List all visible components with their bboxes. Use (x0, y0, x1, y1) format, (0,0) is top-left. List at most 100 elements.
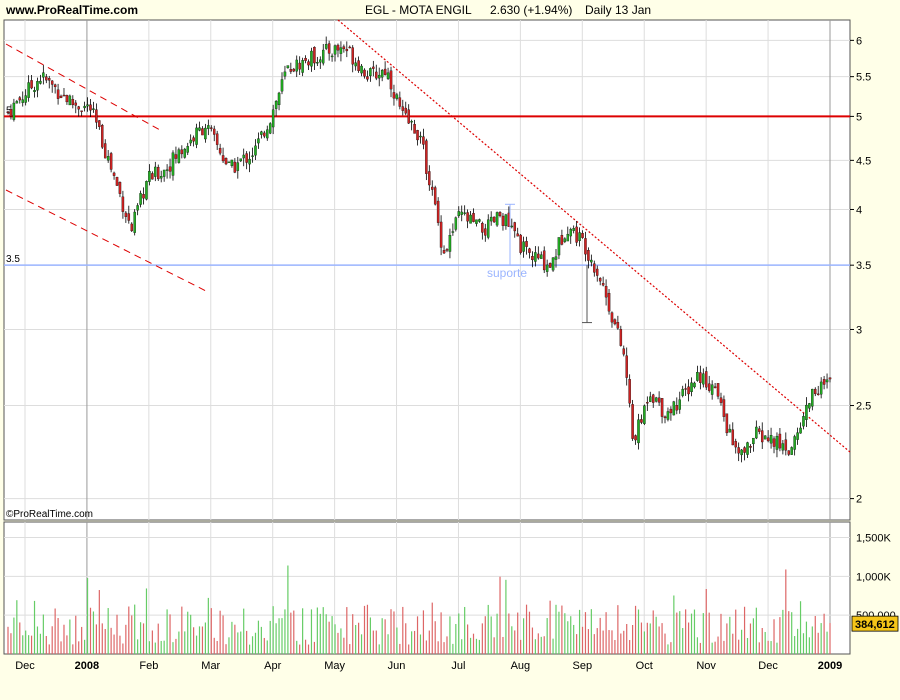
candle-body (377, 74, 381, 79)
candle-body (263, 132, 266, 137)
x-tick-label: Nov (696, 660, 716, 672)
candle-body (610, 312, 614, 323)
candle-body (734, 441, 737, 448)
price-axis: 2 2.5 3 3.5 4 4.5 5 5.5 6 (850, 35, 871, 506)
candle-body (224, 157, 228, 165)
reference-line-label: 5 (6, 105, 12, 116)
candle-body (245, 153, 248, 163)
candle-body (814, 388, 817, 395)
candle-body (478, 219, 481, 222)
candle-body (433, 187, 437, 205)
candle-body (784, 439, 788, 451)
candle-body (628, 379, 631, 404)
candle-body (675, 405, 679, 411)
candle-body (413, 123, 416, 134)
candle-body (366, 76, 369, 80)
candle-body (752, 437, 755, 445)
candle-body (83, 105, 86, 109)
candle-body (516, 233, 519, 237)
candle-body (251, 155, 254, 157)
candle-body (201, 128, 204, 136)
candle-body (749, 446, 752, 448)
candle-body (71, 99, 75, 106)
candle-body (154, 166, 157, 177)
candle-body (324, 44, 328, 49)
candle-body (816, 393, 820, 396)
candle-body (531, 256, 534, 261)
candle-body (30, 80, 33, 89)
candle-body (118, 182, 122, 194)
candle-body (466, 212, 469, 222)
site-name[interactable]: www.ProRealTime.com (5, 3, 138, 17)
candle-body (39, 80, 42, 84)
candle-body (401, 106, 405, 111)
candle-body (47, 78, 51, 81)
candle-body (36, 81, 39, 91)
candle-body (177, 149, 181, 163)
candle-body (327, 43, 331, 54)
candle-body (204, 127, 207, 140)
candle-body (808, 403, 811, 409)
candle-body (319, 59, 322, 63)
candle-body (616, 322, 620, 329)
candle-body (389, 70, 393, 90)
price-tick-label: 4.5 (856, 155, 871, 167)
candle-body (501, 215, 505, 226)
candle-body (743, 447, 746, 453)
candle-body (640, 419, 643, 423)
x-tick-label: Jun (388, 660, 406, 672)
candle-body (666, 411, 670, 420)
candle-body (74, 102, 78, 106)
candle-body (24, 95, 27, 103)
candle-body (731, 429, 735, 446)
candle-body (696, 372, 699, 381)
candle-body (681, 388, 684, 396)
candle-body (407, 109, 410, 124)
candle-body (534, 252, 537, 262)
candle-body (348, 46, 352, 49)
candle-body (416, 130, 419, 141)
candle-body (672, 401, 676, 416)
volume-tick-label: 1,000K (856, 571, 892, 583)
candle-body (186, 146, 189, 153)
candle-body (649, 396, 652, 402)
candle-body (271, 109, 275, 128)
candle-body (740, 449, 743, 456)
candle-body (540, 254, 543, 259)
candle-body (519, 234, 522, 253)
candle-body (545, 264, 549, 272)
candle-body (307, 61, 310, 66)
candle-body (103, 143, 107, 159)
candle-body (451, 231, 455, 233)
price-tick-label: 3.5 (856, 260, 871, 272)
candle-body (313, 46, 316, 64)
period-label: Daily 13 Jan (585, 3, 651, 17)
candle-body (12, 102, 16, 120)
candle-body (690, 382, 693, 393)
x-tick-label: Mar (201, 660, 220, 672)
candle-body (260, 131, 263, 135)
price-tick-label: 3 (856, 324, 862, 336)
instrument-name: EGL - MOTA ENGIL (365, 3, 472, 17)
x-tick-label: 2009 (818, 660, 842, 672)
candle-body (242, 154, 245, 159)
candle-body (162, 169, 166, 177)
candle-body (86, 104, 89, 107)
candle-body (719, 397, 723, 403)
watermark: ©ProRealTime.com (6, 509, 93, 520)
candle-body (513, 222, 517, 232)
candle-body (210, 127, 213, 129)
candle-body (460, 211, 463, 215)
candle-body (484, 228, 487, 236)
candle-body (781, 443, 785, 451)
candle-body (89, 104, 92, 111)
candle-body (548, 262, 552, 268)
candle-body (713, 386, 717, 388)
candle-body (212, 128, 216, 135)
candle-body (472, 213, 475, 222)
candle-body (295, 59, 298, 72)
candle-body (563, 238, 567, 242)
candle-body (678, 399, 681, 410)
price-tick-label: 2.5 (856, 401, 871, 413)
